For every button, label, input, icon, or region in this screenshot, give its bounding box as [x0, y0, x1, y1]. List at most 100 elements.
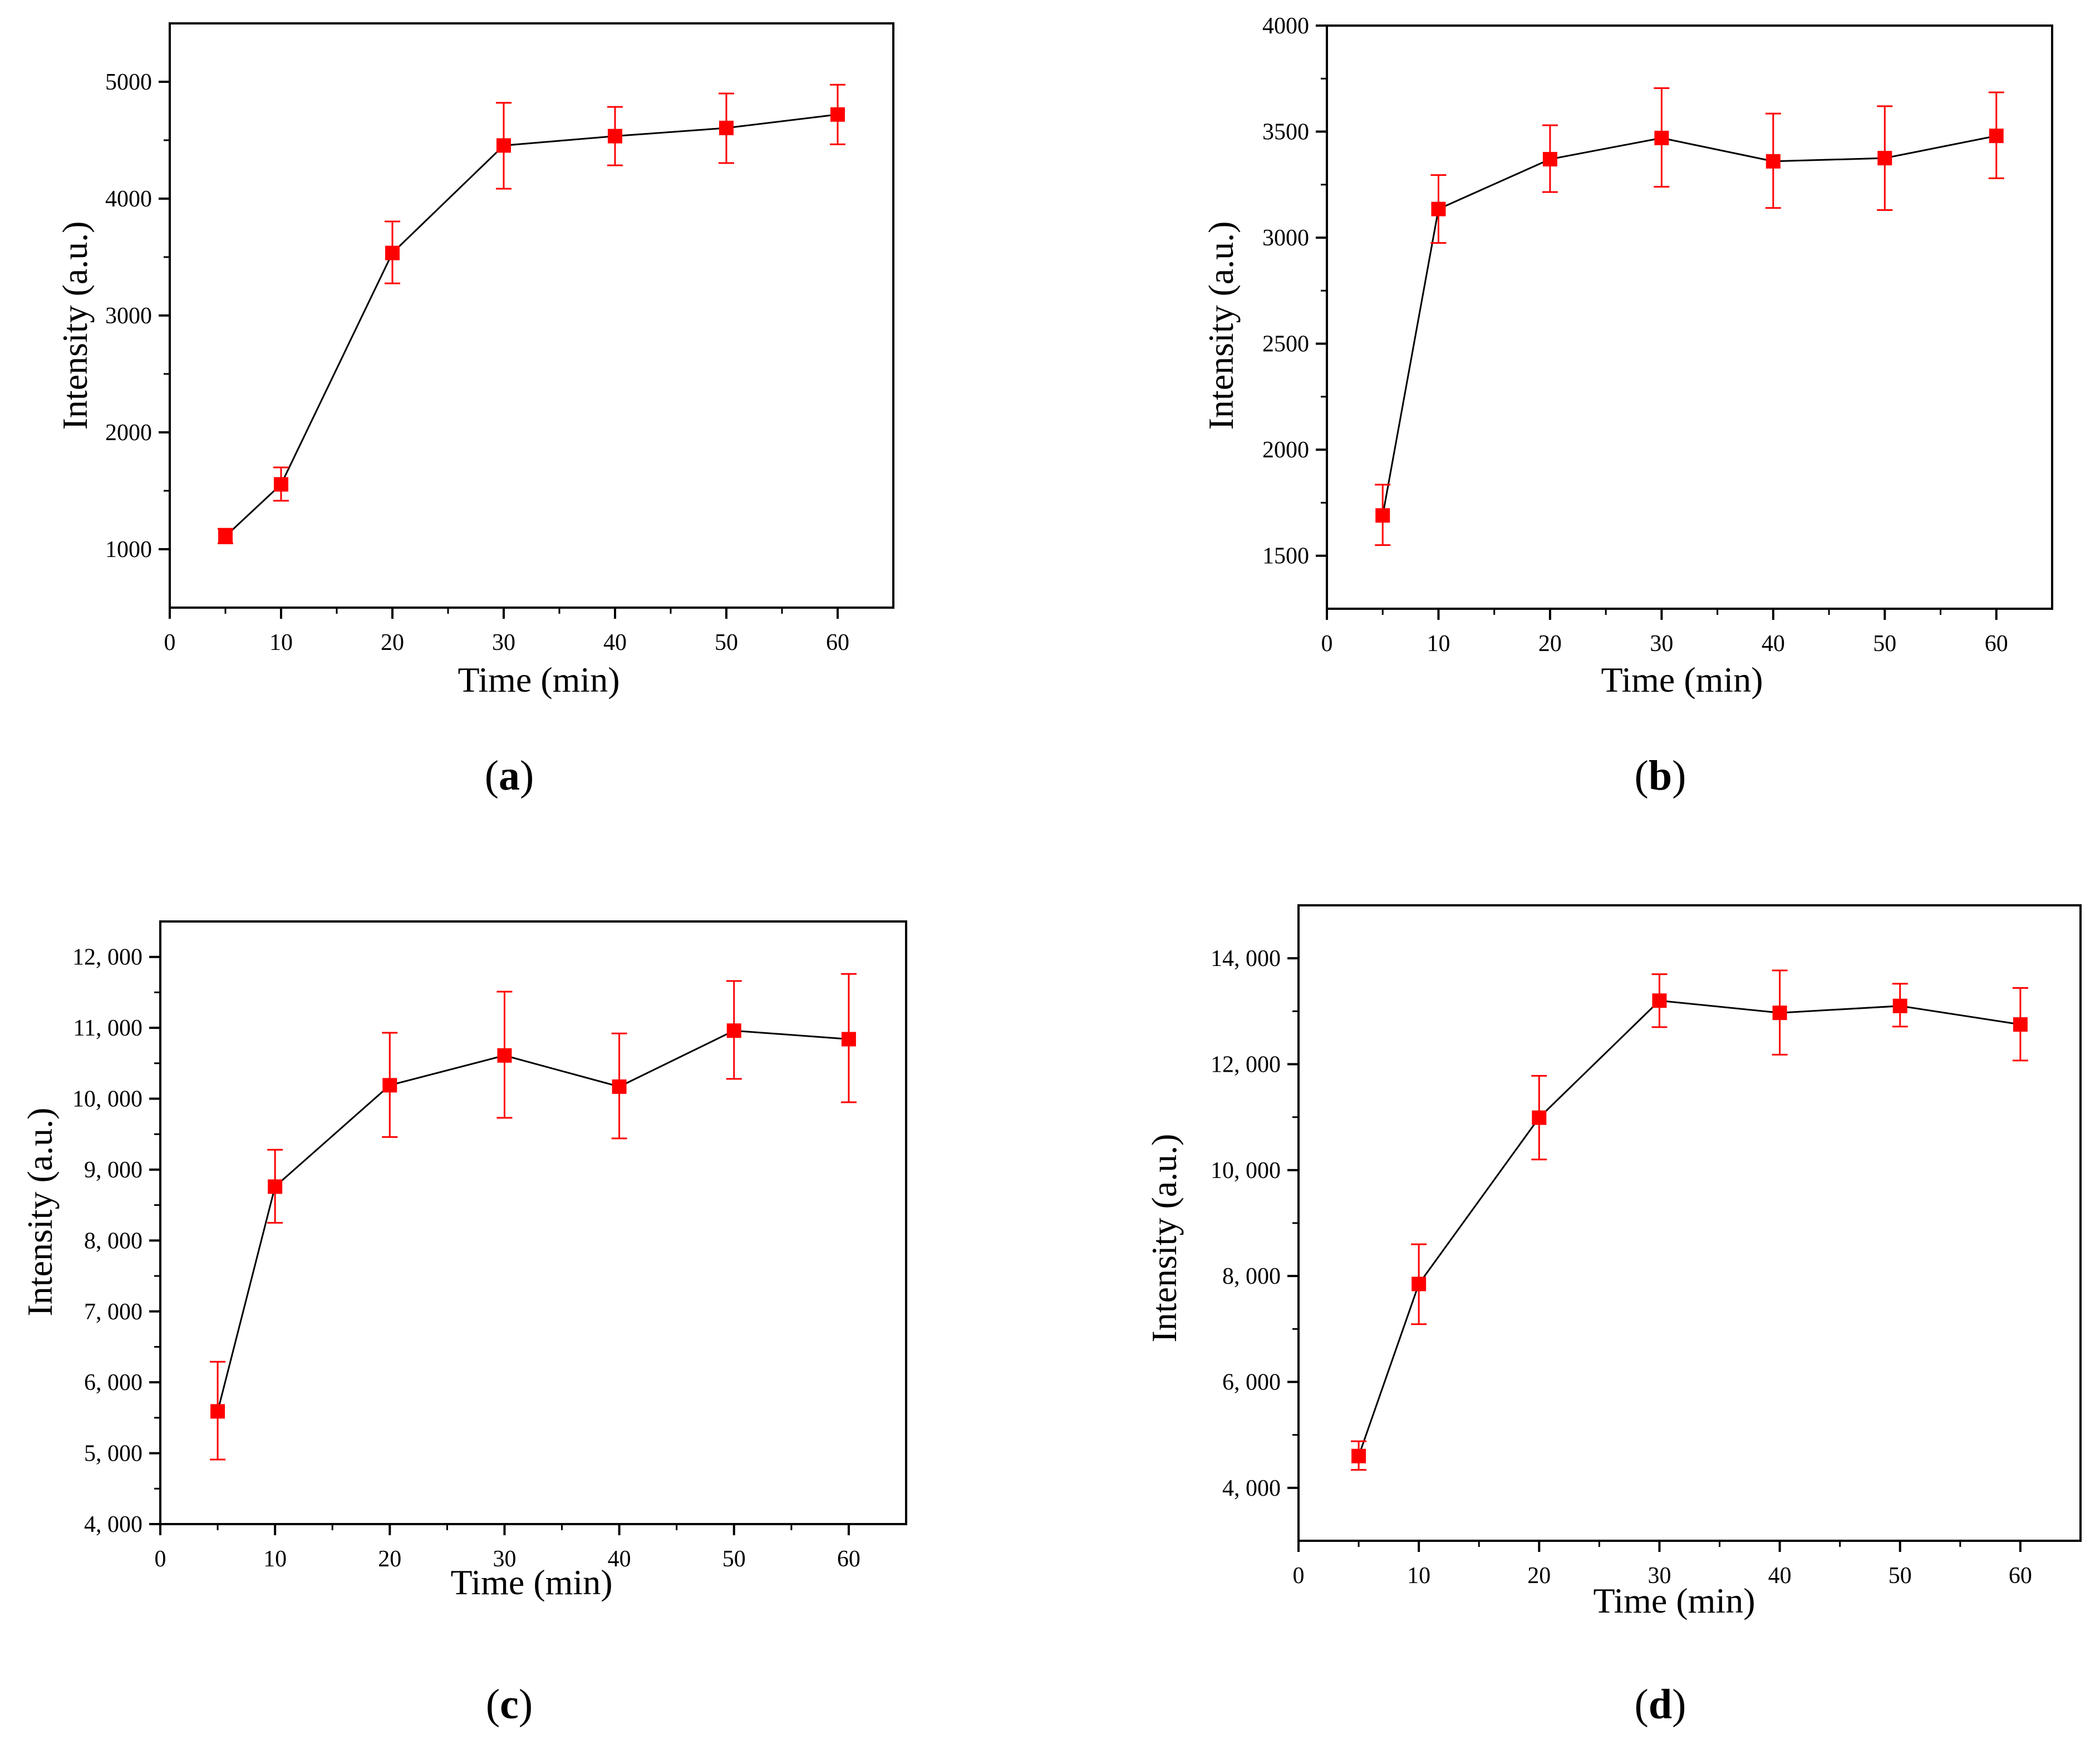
caption-letter-c: c [500, 1681, 519, 1728]
series-line [217, 1029, 849, 1412]
y-tick-label: 4000 [1262, 13, 1309, 39]
x-tick-label: 40 [608, 1546, 631, 1572]
x-tick-label: 10 [1407, 1563, 1430, 1589]
y-tick-label: 8, 000 [1222, 1264, 1281, 1289]
y-axis-label-d: Intensity (a.u.) [1144, 1134, 1184, 1343]
data-point-marker [382, 1078, 397, 1093]
x-tick-label: 60 [2009, 1563, 2032, 1589]
x-tick-label: 50 [1873, 631, 1896, 657]
x-axis-label-b: Time (min) [1601, 660, 1763, 699]
x-tick-label: 10 [269, 630, 293, 655]
x-tick-label: 40 [1768, 1563, 1792, 1589]
data-point-marker [1375, 508, 1390, 523]
data-point-marker [1542, 152, 1557, 167]
x-tick-label: 20 [378, 1546, 401, 1572]
y-tick-label: 5000 [105, 70, 152, 95]
y-tick-label: 6, 000 [84, 1370, 142, 1396]
data-point-marker [608, 129, 622, 144]
x-tick-label: 40 [1762, 631, 1785, 657]
data-point-marker [1431, 201, 1446, 216]
y-tick-label: 1000 [105, 537, 152, 563]
y-axis-label-a: Intensity (a.u.) [55, 221, 95, 430]
data-point-marker [830, 107, 845, 122]
data-point-marker [1652, 993, 1667, 1008]
x-tick-label: 10 [263, 1546, 287, 1572]
data-point-marker [1772, 1005, 1787, 1021]
y-tick-label: 12, 000 [72, 945, 142, 970]
plot-frame [169, 22, 894, 609]
plot-area-c: 0 10 20 30 40 50 60 4, 000 5, 000 6, 000 7, 000 8, … [72, 920, 907, 1572]
caption-letter-b: b [1649, 752, 1672, 799]
plot-frame [1297, 904, 2082, 1542]
x-tick-label: 50 [722, 1546, 746, 1572]
plot-area-d: 0 10 20 30 40 50 60 4, 000 6, 000 8, 000 10, 000 12… [1211, 904, 2082, 1589]
data-point-marker [1989, 129, 2004, 144]
data-point-marker [719, 120, 734, 135]
data-point-marker [1532, 1110, 1547, 1125]
panel-caption-a: (a) [485, 752, 534, 799]
chart-panel-b: 0 10 20 30 40 50 60 1500 2000 2500 3000 3500 4000 Ti… [1201, 13, 2053, 799]
x-tick-label: 10 [1427, 631, 1450, 657]
data-point-marker [1877, 151, 1892, 166]
data-point-marker [1654, 130, 1669, 145]
data-point-marker [1412, 1276, 1427, 1292]
panel-caption-d: (d) [1635, 1681, 1686, 1728]
series-line [1381, 135, 1997, 516]
chart-panel-c: 0 10 20 30 40 50 60 4, 000 5, 000 6, 000 7, 000 8, … [20, 920, 907, 1728]
x-tick-label: 0 [1321, 631, 1333, 657]
data-point-marker [496, 138, 511, 153]
series-line [224, 114, 838, 537]
data-point-marker [841, 1032, 856, 1047]
y-tick-label: 5, 000 [84, 1441, 142, 1467]
x-tick-label: 30 [493, 1546, 516, 1572]
panel-caption-c: (c) [486, 1681, 533, 1728]
y-tick-label: 2000 [105, 420, 152, 446]
caption-letter-d: d [1649, 1681, 1672, 1728]
x-tick-label: 20 [1538, 631, 1562, 657]
plot-area-a: 0 10 20 30 40 50 60 1000 2000 3000 4000 5000 [105, 22, 894, 655]
y-axis-label-b: Intensity (a.u.) [1201, 221, 1241, 430]
y-tick-label: 12, 000 [1211, 1052, 1281, 1078]
caption-letter-a: a [499, 752, 520, 799]
y-axis-label-c: Intensity (a.u.) [20, 1108, 60, 1317]
series-line [1358, 999, 2021, 1457]
y-tick-label: 4, 000 [84, 1512, 142, 1537]
y-tick-label: 11, 000 [73, 1016, 142, 1041]
data-point-marker [2013, 1017, 2028, 1032]
x-tick-label: 60 [826, 630, 849, 655]
x-axis-label-c: Time (min) [451, 1562, 613, 1602]
x-tick-label: 20 [381, 630, 404, 655]
y-tick-label: 1500 [1262, 544, 1309, 569]
y-tick-label: 7, 000 [84, 1299, 142, 1325]
y-tick-label: 10, 000 [72, 1087, 142, 1112]
y-tick-label: 9, 000 [84, 1157, 142, 1183]
x-tick-label: 60 [1985, 631, 2008, 657]
plot-frame [1326, 24, 2053, 610]
x-tick-label: 30 [1650, 631, 1673, 657]
y-tick-label: 8, 000 [84, 1228, 142, 1254]
x-axis-label-a: Time (min) [458, 660, 620, 699]
plot-area-b: 0 10 20 30 40 50 60 1500 2000 2500 3000 3500 4000 [1262, 13, 2053, 657]
y-tick-label: 3500 [1262, 120, 1309, 145]
x-tick-label: 40 [603, 630, 627, 655]
data-point-marker [210, 1404, 225, 1419]
y-tick-label: 4, 000 [1222, 1476, 1281, 1501]
data-point-marker [274, 477, 288, 492]
y-tick-label: 2000 [1262, 437, 1309, 463]
y-tick-label: 6, 000 [1222, 1370, 1281, 1396]
x-tick-label: 0 [164, 630, 176, 655]
y-tick-label: 4000 [105, 186, 152, 212]
x-tick-label: 30 [492, 630, 515, 655]
y-tick-label: 2500 [1262, 332, 1309, 357]
data-point-marker [612, 1079, 627, 1094]
x-tick-label: 30 [1647, 1563, 1671, 1589]
x-tick-label: 0 [1293, 1563, 1305, 1589]
y-tick-label: 14, 000 [1211, 946, 1281, 972]
data-point-marker [268, 1179, 283, 1194]
x-tick-label: 60 [837, 1546, 860, 1572]
x-tick-label: 20 [1527, 1563, 1551, 1589]
data-point-marker [218, 529, 233, 544]
data-point-marker [385, 245, 400, 260]
y-tick-label: 10, 000 [1211, 1158, 1281, 1184]
